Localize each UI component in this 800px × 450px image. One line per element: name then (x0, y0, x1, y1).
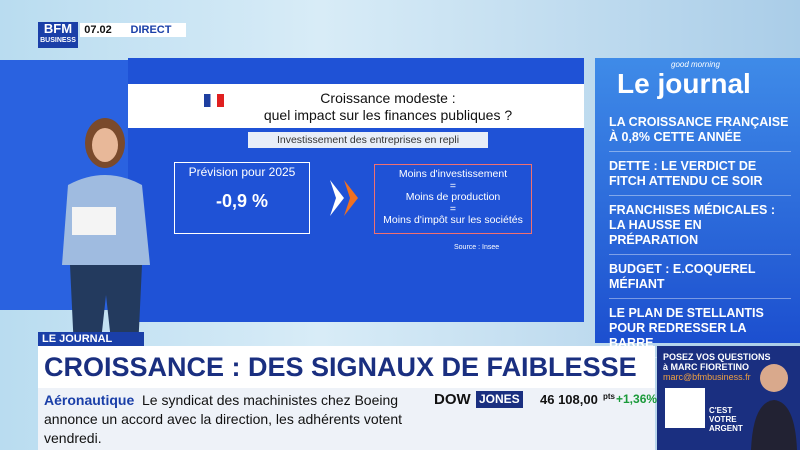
chain-box: Moins d'investissement = Moins de produc… (374, 164, 532, 234)
arrows (330, 180, 358, 216)
item: DETTE : LE VERDICT DE FITCH ATTENDU CE S… (609, 152, 791, 196)
presenter (62, 118, 150, 350)
promo: POSEZ VOS QUESTIONS à MARC FIORETINO mar… (657, 346, 800, 450)
logo-top: BFM (43, 21, 73, 36)
clock: 07.02 (80, 23, 116, 37)
live: DIRECT (116, 23, 186, 37)
index-b: JONES (476, 391, 523, 408)
chain-text: Moins d'impôt sur les sociétés (383, 214, 523, 226)
promo-text: POSEZ VOS QUESTIONS à MARC FIORETINO mar… (663, 352, 771, 382)
item: LA CROISSANCE FRANÇAISE À 0,8% CETTE ANN… (609, 108, 791, 152)
screen: Croissance modeste : quel impact sur les… (128, 58, 584, 322)
market-unit: pts (603, 392, 615, 401)
title-line: Croissance modeste : (320, 90, 456, 106)
item: FRANCHISES MÉDICALES : LA HAUSSE EN PRÉP… (609, 196, 791, 255)
chain-text: = (449, 202, 457, 215)
index-a: DOW (434, 391, 471, 408)
chain-text: Moins de production (405, 191, 501, 203)
ticker: Aéronautique Le syndicat des machinistes… (38, 388, 428, 450)
tag: LE JOURNAL (38, 332, 144, 346)
ticker-text: Le syndicat des machinistes chez Boeing … (44, 392, 403, 446)
show-name: C'EST VOTRE ARGENT (709, 406, 743, 433)
rundown: good morning Le journal LA CROISSANCE FR… (595, 58, 800, 358)
logo: BFM BUSINESS (38, 22, 78, 48)
market-value: 46 108,00 (540, 392, 598, 407)
forecast-label: Prévision pour 2025 (188, 165, 296, 179)
market: DOW JONES 46 108,00 pts +1,36% (428, 388, 658, 450)
ticker-topic: Aéronautique (44, 392, 135, 408)
show-line: C'EST (709, 406, 733, 415)
host-photo (751, 364, 797, 450)
screen-title: Croissance modeste : quel impact sur les… (238, 90, 538, 124)
promo-line: POSEZ VOS QUESTIONS (663, 352, 771, 362)
brand-small: good morning (671, 60, 720, 69)
forecast-value: -0,9 % (215, 191, 269, 211)
qr-code (665, 388, 705, 428)
chain-text: = (449, 179, 457, 192)
screen-subtitle: Investissement des entreprises en repli (248, 132, 488, 148)
title-line: quel impact sur les finances publiques ? (263, 107, 513, 123)
brand: Le journal (617, 68, 751, 99)
show-line: VOTRE (709, 415, 737, 424)
promo-email: marc@bfmbusiness.fr (663, 372, 751, 382)
headline: CROISSANCE : DES SIGNAUX DE FAIBLESSE (38, 346, 655, 388)
logo-bottom: BUSINESS (40, 37, 76, 44)
flag (204, 94, 224, 107)
show-line: ARGENT (709, 424, 743, 433)
forecast-box: Prévision pour 2025 -0,9 % (174, 162, 310, 234)
chain-text: Moins d'investissement (398, 168, 508, 180)
items: LA CROISSANCE FRANÇAISE À 0,8% CETTE ANN… (609, 108, 791, 358)
market-change: +1,36% (616, 392, 658, 406)
promo-line: à MARC FIORETINO (663, 362, 750, 372)
item: BUDGET : E.COQUEREL MÉFIANT (609, 255, 791, 299)
source: Source : Insee (454, 244, 500, 251)
